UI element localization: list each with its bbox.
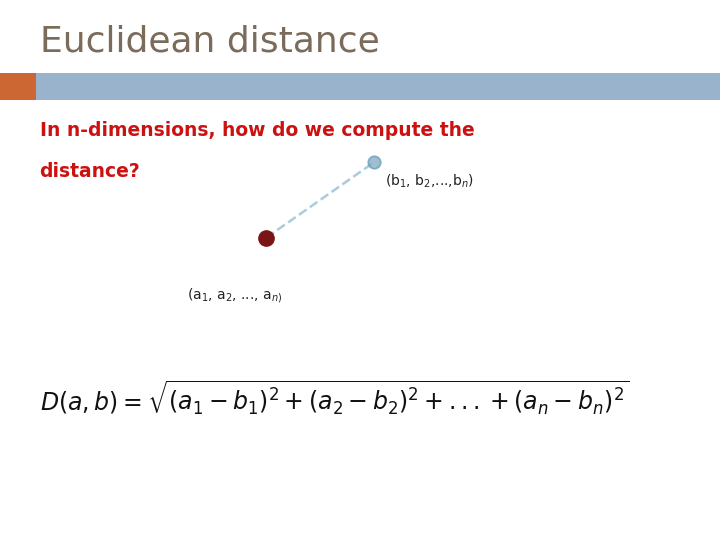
- Bar: [0, 73, 720, 100]
- Text: Euclidean distance: Euclidean distance: [40, 24, 379, 58]
- Text: In n-dimensions, how do we compute the: In n-dimensions, how do we compute the: [40, 122, 474, 140]
- Text: distance?: distance?: [40, 162, 140, 181]
- Bar: [0, 73, 36, 100]
- Text: (a$_1$, a$_2$, ..., a$_{n)}$: (a$_1$, a$_2$, ..., a$_{n)}$: [187, 286, 282, 305]
- Text: (b$_1$, b$_2$,...,b$_n$): (b$_1$, b$_2$,...,b$_n$): [385, 173, 474, 190]
- Text: $D(a,b)=\sqrt{(a_1-b_1)^2+(a_2-b_2)^2+...+(a_n-b_n)^2}$: $D(a,b)=\sqrt{(a_1-b_1)^2+(a_2-b_2)^2+..…: [40, 378, 629, 416]
